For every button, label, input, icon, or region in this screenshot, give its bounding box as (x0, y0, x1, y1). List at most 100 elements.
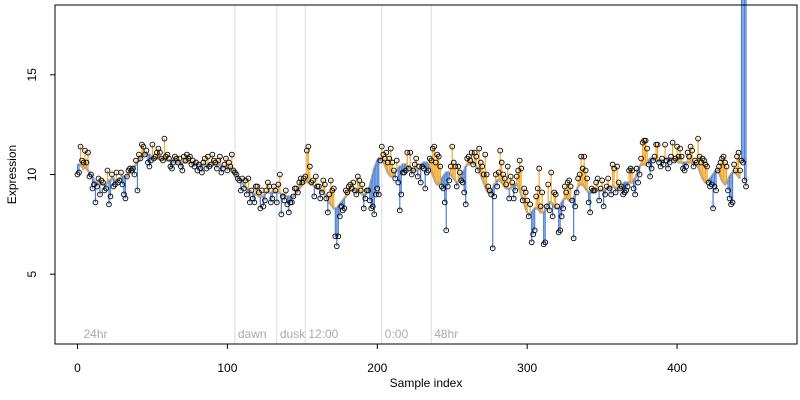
data-point (509, 179, 516, 186)
data-point (704, 163, 710, 170)
data-point (695, 135, 701, 142)
data-point (290, 193, 297, 200)
data-point (600, 203, 607, 210)
data-point (602, 191, 608, 198)
data-point (561, 183, 568, 190)
x-tick-label: 0 (74, 361, 81, 375)
data-point (662, 141, 668, 148)
data-point (578, 153, 584, 160)
data-point (272, 187, 279, 194)
data-point (405, 165, 412, 172)
data-point (275, 181, 282, 188)
data-point (362, 195, 369, 202)
data-point (729, 199, 736, 206)
x-tick-label: 200 (367, 361, 387, 375)
data-point (443, 227, 450, 234)
data-point (251, 199, 258, 206)
data-point (393, 157, 400, 164)
data-point (248, 187, 255, 194)
data-point (107, 193, 114, 200)
data-point (537, 203, 544, 210)
data-point (735, 149, 742, 156)
data-point (725, 187, 731, 194)
data-point (205, 153, 211, 160)
data-point (374, 185, 381, 192)
data-point (392, 175, 399, 182)
data-point (563, 189, 570, 196)
data-point (294, 189, 301, 196)
data-point (245, 175, 252, 182)
data-point (665, 165, 671, 172)
data-point (157, 149, 163, 156)
data-point (534, 185, 541, 192)
data-point (498, 159, 505, 166)
data-point (528, 239, 535, 246)
data-point (527, 201, 534, 208)
data-point (411, 161, 418, 168)
y-tick-label: 10 (25, 168, 39, 182)
data-point (223, 155, 229, 162)
data-point (569, 197, 576, 204)
data-point (317, 195, 324, 202)
data-point (507, 173, 514, 180)
y-axis: 5 10 15 (25, 68, 55, 278)
data-point (522, 189, 529, 196)
data-point (209, 151, 216, 158)
data-point (366, 197, 373, 204)
data-point (494, 183, 501, 190)
data-point (648, 165, 655, 172)
data-point (470, 161, 477, 168)
data-point (612, 189, 619, 196)
data-point (516, 157, 523, 164)
data-point (480, 171, 487, 178)
data-point (482, 151, 489, 158)
data-point (545, 181, 552, 188)
data-point (133, 157, 139, 164)
data-point (557, 227, 564, 234)
data-point (333, 243, 340, 250)
data-point (690, 163, 697, 170)
data-point (437, 163, 444, 170)
data-point (309, 177, 316, 184)
data-point (642, 137, 649, 144)
data-point (377, 157, 384, 164)
data-point (644, 145, 650, 152)
data-point (468, 149, 475, 156)
data-point (606, 185, 613, 192)
data-point (455, 163, 462, 170)
data-point (440, 185, 447, 192)
data-point (306, 163, 313, 170)
data-point (169, 165, 175, 172)
data-point (618, 183, 625, 190)
data-point (536, 165, 543, 172)
marker-label: 0:00 (385, 327, 409, 341)
data-point (124, 173, 130, 180)
x-tick-label: 300 (517, 361, 537, 375)
data-point (116, 177, 123, 184)
data-point (582, 167, 589, 174)
data-point (572, 203, 578, 210)
data-point (585, 199, 592, 206)
data-point (552, 191, 559, 198)
data-point (274, 199, 280, 206)
data-point (260, 203, 267, 210)
data-point (416, 163, 423, 170)
data-point (137, 155, 144, 162)
data-point (146, 163, 153, 170)
data-point (375, 191, 382, 198)
data-point (302, 173, 309, 180)
data-point (629, 167, 635, 174)
data-point (413, 155, 420, 162)
data-point (414, 173, 421, 180)
data-point (446, 177, 453, 184)
data-point (543, 203, 550, 210)
data-point (187, 153, 193, 160)
data-point (630, 185, 637, 192)
data-point (263, 187, 270, 194)
data-point (350, 179, 357, 186)
data-point (510, 195, 517, 202)
data-point (224, 167, 231, 174)
data-point (533, 193, 540, 200)
data-point (378, 143, 385, 150)
data-point (387, 145, 394, 152)
